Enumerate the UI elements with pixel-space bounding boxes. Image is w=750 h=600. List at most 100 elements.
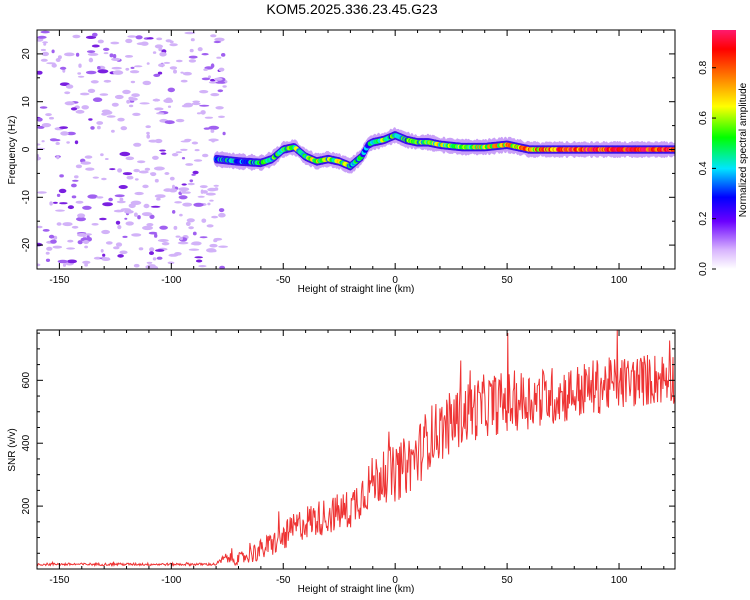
heatmap-noise-cell <box>152 51 157 54</box>
heatmap-noise-cell <box>81 105 89 110</box>
heatmap-noise-cell <box>40 48 47 52</box>
heatmap-noise-cell <box>150 172 157 177</box>
snr-y-tick-label: 600 <box>21 372 32 389</box>
heatmap-noise-cell <box>179 213 183 217</box>
heatmap-noise-cell <box>77 233 87 237</box>
heatmap-noise-cell <box>158 63 165 67</box>
heatmap-noise-cell <box>117 168 123 173</box>
heatmap-noise-cell <box>64 91 71 95</box>
heatmap-noise-cell <box>138 170 149 174</box>
heatmap-noise-cell <box>152 98 161 102</box>
heatmap-noise-cell <box>196 112 202 115</box>
heatmap-noise-cell <box>99 93 109 96</box>
heatmap-noise-cell <box>158 47 163 52</box>
heatmap-noise-cell <box>41 140 45 143</box>
heatmap-noise-cell <box>86 235 90 238</box>
heatmap-noise-cell <box>133 142 142 147</box>
heatmap-noise-cell <box>76 217 86 222</box>
heatmap-noise-cell <box>67 259 77 264</box>
heatmap-noise-cell <box>154 178 159 183</box>
heatmap-noise-cell <box>119 250 128 255</box>
colorbar-gradient <box>712 30 736 269</box>
heatmap-noise-cell <box>206 224 214 228</box>
heatmap-noise-cell <box>213 239 218 243</box>
heatmap-noise-cell <box>181 183 187 186</box>
heatmap-noise-cell <box>92 97 103 102</box>
heatmap-noise-cell <box>169 66 178 70</box>
heatmap-noise-cell <box>77 75 85 78</box>
heatmap-noise-cell <box>77 72 82 75</box>
heatmap-noise-cell <box>134 191 144 196</box>
heatmap-noise-cell <box>45 113 52 117</box>
heatmap-noise-cell <box>209 243 218 248</box>
heatmap-noise-cell <box>142 225 153 231</box>
heatmap-noise-cell <box>154 233 158 238</box>
heatmap-noise-cell <box>194 256 204 259</box>
heatmap-noise-cell <box>188 248 200 251</box>
heatmap-noise-cell <box>96 196 104 199</box>
heatmap-noise-cell <box>177 241 189 245</box>
snr-y-tick-label: 200 <box>21 497 32 514</box>
heatmap-x-tick-label: -150 <box>49 275 69 286</box>
heatmap-noise-cell <box>198 265 207 268</box>
heatmap-noise-cell <box>40 58 48 62</box>
heatmap-noise-cell <box>114 194 125 198</box>
heatmap-noise-cell <box>182 202 193 207</box>
heatmap-noise-cell <box>131 233 142 237</box>
heatmap-noise-cell <box>102 202 113 207</box>
heatmap-noise-cell <box>37 191 47 194</box>
heatmap-noise-cell <box>138 247 144 251</box>
snr-axes: -150 -100 -50 0 50 100 200 400 600 <box>21 330 675 586</box>
heatmap-noise-cell <box>85 70 97 75</box>
heatmap-noise-cell <box>154 107 164 111</box>
heatmap-noise-cell <box>145 82 151 85</box>
heatmap-noise-cell <box>117 225 122 230</box>
heatmap-noise-cell <box>209 199 214 202</box>
heatmap-noise-cell <box>142 184 149 189</box>
heatmap-noise-cell <box>218 245 229 248</box>
heatmap-noise-cell <box>163 61 171 64</box>
snr-panel: -150 -100 -50 0 50 100 200 400 600 Height of str… <box>7 329 676 595</box>
heatmap-noise-cell <box>188 59 197 63</box>
heatmap-noise-cell <box>210 63 215 68</box>
heatmap-noise-cell <box>71 183 77 188</box>
heatmap-marks <box>37 30 675 269</box>
heatmap-noise-cell <box>37 35 47 39</box>
heatmap-noise-cell <box>184 31 196 35</box>
heatmap-noise-cell <box>140 41 149 46</box>
heatmap-noise-cell <box>112 54 117 59</box>
heatmap-noise-cell <box>52 245 63 249</box>
heatmap-noise-cell <box>102 253 106 257</box>
snr-x-tick-label: 100 <box>611 575 628 586</box>
heatmap-noise-cell <box>116 200 126 204</box>
heatmap-noise-cell <box>82 205 92 210</box>
heatmap-noise-cell <box>189 179 194 183</box>
heatmap-noise-cell <box>97 125 101 130</box>
heatmap-noise-cell <box>122 172 133 176</box>
heatmap-noise-cell <box>149 247 155 252</box>
heatmap-noise-cell <box>180 71 184 74</box>
heatmap-noise-cell <box>67 239 74 243</box>
colorbar-tick-label: 0.4 <box>698 161 709 175</box>
heatmap-noise-cell <box>55 142 60 145</box>
heatmap-noise-cell <box>222 85 227 88</box>
heatmap-noise-cell <box>195 259 203 263</box>
heatmap-y-tick-label: -10 <box>21 190 32 205</box>
heatmap-noise-cell <box>74 175 79 179</box>
heatmap-noise-cell <box>119 197 124 202</box>
heatmap-noise-cell <box>97 69 109 74</box>
heatmap-noise-cell <box>72 34 81 39</box>
heatmap-noise-cell <box>114 94 124 100</box>
heatmap-noise-cell <box>164 172 170 175</box>
heatmap-noise-cell <box>37 117 43 122</box>
heatmap-noise-cell <box>218 212 226 218</box>
heatmap-noise-cell <box>161 242 170 246</box>
heatmap-noise-cell <box>125 38 133 44</box>
heatmap-noise-cell <box>85 167 95 171</box>
heatmap-noise-cell <box>124 217 128 220</box>
heatmap-noise-cell <box>111 57 121 62</box>
heatmap-noise-cell <box>131 93 140 97</box>
heatmap-noise-cell <box>90 80 99 84</box>
